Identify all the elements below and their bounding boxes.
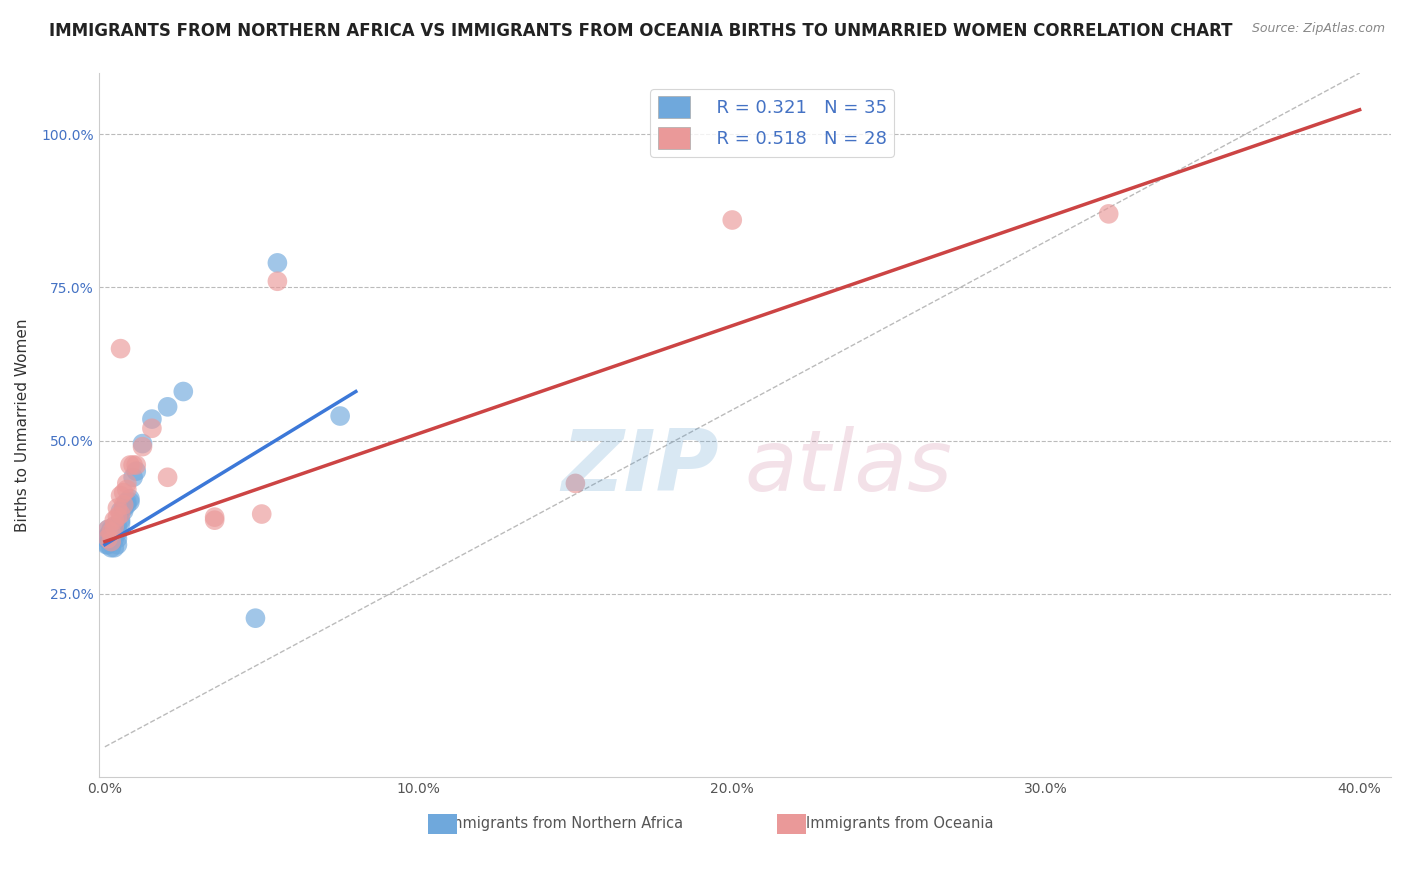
Point bbox=[97, 522, 120, 536]
Point bbox=[131, 440, 153, 454]
Point bbox=[97, 538, 120, 552]
Point bbox=[141, 421, 163, 435]
Point bbox=[266, 274, 288, 288]
Y-axis label: Births to Unmarried Women: Births to Unmarried Women bbox=[15, 318, 30, 532]
Point bbox=[103, 519, 125, 533]
Point bbox=[204, 513, 226, 527]
Point bbox=[110, 489, 132, 503]
Point bbox=[118, 458, 141, 472]
Point bbox=[112, 500, 135, 515]
Point bbox=[100, 532, 122, 546]
Point bbox=[250, 507, 273, 521]
Point bbox=[721, 213, 744, 227]
Point bbox=[112, 485, 135, 500]
Point bbox=[112, 498, 135, 512]
Text: atlas: atlas bbox=[745, 426, 953, 509]
Point bbox=[97, 532, 120, 546]
Point bbox=[110, 342, 132, 356]
Point bbox=[564, 476, 586, 491]
Point bbox=[100, 522, 122, 536]
Point bbox=[245, 611, 267, 625]
Point bbox=[107, 525, 129, 540]
Point bbox=[103, 519, 125, 533]
Legend:   R = 0.321   N = 35,   R = 0.518   N = 28: R = 0.321 N = 35, R = 0.518 N = 28 bbox=[651, 89, 894, 157]
Text: Immigrants from Oceania: Immigrants from Oceania bbox=[806, 816, 994, 830]
Point bbox=[122, 470, 145, 484]
Point bbox=[96, 538, 118, 552]
Point bbox=[125, 458, 148, 472]
Point bbox=[100, 541, 122, 555]
Point bbox=[122, 458, 145, 472]
Point bbox=[103, 532, 125, 546]
Point bbox=[112, 504, 135, 518]
Text: IMMIGRANTS FROM NORTHERN AFRICA VS IMMIGRANTS FROM OCEANIA BIRTHS TO UNMARRIED W: IMMIGRANTS FROM NORTHERN AFRICA VS IMMIG… bbox=[49, 22, 1233, 40]
Point bbox=[100, 534, 122, 549]
Text: Immigrants from Northern Africa: Immigrants from Northern Africa bbox=[444, 816, 683, 830]
Point bbox=[115, 495, 138, 509]
Point bbox=[118, 491, 141, 506]
Point bbox=[1098, 207, 1121, 221]
FancyBboxPatch shape bbox=[429, 814, 457, 834]
Point bbox=[107, 500, 129, 515]
Point bbox=[107, 538, 129, 552]
Text: ZIP: ZIP bbox=[561, 426, 718, 509]
Point bbox=[156, 400, 179, 414]
Point bbox=[110, 513, 132, 527]
Point bbox=[110, 507, 132, 521]
Point bbox=[103, 528, 125, 542]
Point bbox=[100, 525, 122, 540]
Point bbox=[107, 519, 129, 533]
Point bbox=[156, 470, 179, 484]
Point bbox=[110, 516, 132, 531]
Point bbox=[204, 510, 226, 524]
Point bbox=[115, 483, 138, 497]
Point bbox=[97, 528, 120, 542]
Point bbox=[329, 409, 352, 423]
Point bbox=[125, 464, 148, 478]
Point bbox=[131, 436, 153, 450]
Point bbox=[97, 522, 120, 536]
Point bbox=[94, 532, 117, 546]
Point bbox=[115, 476, 138, 491]
Point bbox=[107, 532, 129, 546]
Point bbox=[172, 384, 194, 399]
FancyBboxPatch shape bbox=[778, 814, 806, 834]
Text: Source: ZipAtlas.com: Source: ZipAtlas.com bbox=[1251, 22, 1385, 36]
Point bbox=[103, 513, 125, 527]
Point bbox=[100, 534, 122, 549]
Point bbox=[266, 256, 288, 270]
Point bbox=[107, 510, 129, 524]
Point bbox=[115, 498, 138, 512]
Point bbox=[103, 541, 125, 555]
Point bbox=[110, 504, 132, 518]
Point bbox=[141, 412, 163, 426]
Point bbox=[118, 495, 141, 509]
